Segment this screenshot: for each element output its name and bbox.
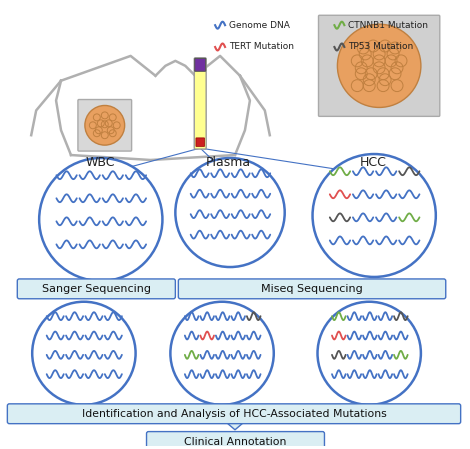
Circle shape	[313, 154, 436, 277]
Text: Sanger Sequencing: Sanger Sequencing	[42, 284, 151, 294]
Text: CTNNB1 Mutation: CTNNB1 Mutation	[348, 21, 428, 30]
Text: Plasma: Plasma	[205, 156, 251, 169]
FancyBboxPatch shape	[17, 279, 175, 299]
Text: WBC: WBC	[86, 156, 116, 169]
Text: Genome DNA: Genome DNA	[229, 21, 290, 30]
FancyBboxPatch shape	[8, 404, 461, 424]
Circle shape	[171, 302, 274, 405]
FancyBboxPatch shape	[194, 58, 206, 149]
Circle shape	[39, 158, 163, 281]
Text: TERT Mutation: TERT Mutation	[229, 43, 294, 52]
FancyBboxPatch shape	[78, 100, 132, 151]
FancyBboxPatch shape	[147, 431, 324, 449]
Text: Miseq Sequencing: Miseq Sequencing	[261, 284, 363, 294]
Text: Identification and Analysis of HCC-Associated Mutations: Identification and Analysis of HCC-Assoc…	[82, 409, 386, 419]
Circle shape	[32, 302, 135, 405]
Text: TP53 Mutation: TP53 Mutation	[348, 43, 414, 52]
Circle shape	[318, 302, 421, 405]
Circle shape	[175, 158, 285, 267]
Circle shape	[85, 106, 125, 145]
FancyBboxPatch shape	[195, 58, 206, 71]
FancyArrowPatch shape	[225, 422, 245, 430]
Text: Clinical Annotation: Clinical Annotation	[184, 436, 287, 446]
FancyBboxPatch shape	[178, 279, 446, 299]
FancyBboxPatch shape	[319, 15, 440, 116]
Text: HCC: HCC	[360, 156, 387, 169]
FancyBboxPatch shape	[196, 138, 204, 146]
Circle shape	[337, 24, 421, 107]
